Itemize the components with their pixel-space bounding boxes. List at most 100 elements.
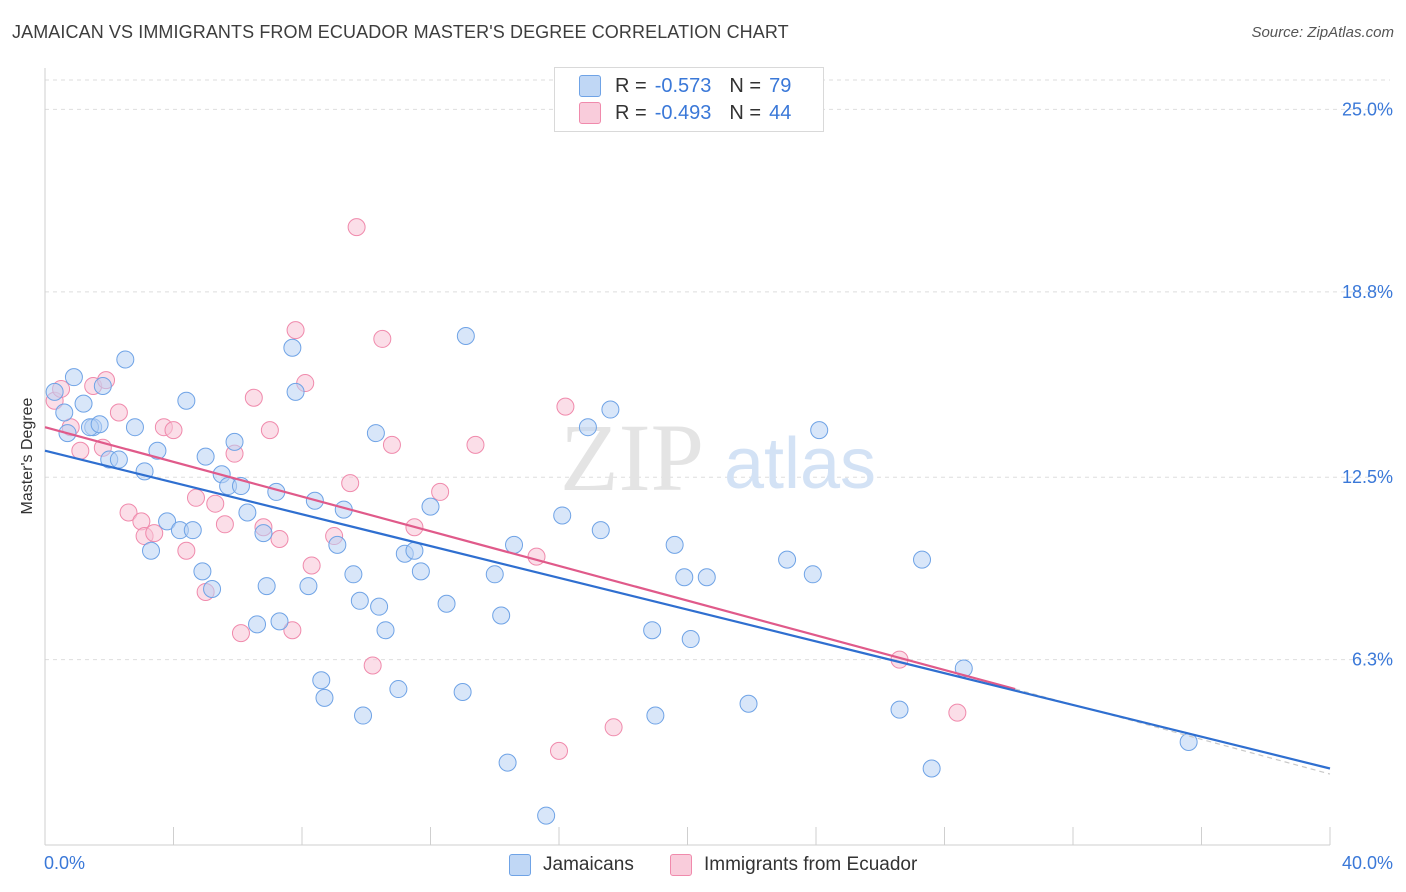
x-tick-label: 40.0% <box>1342 853 1393 873</box>
legend-row-ecuador: R = -0.493 N = 44 <box>579 101 791 125</box>
data-point <box>164 421 183 440</box>
data-point <box>591 521 610 540</box>
trend-line-ecuador <box>44 426 1016 691</box>
data-point <box>421 497 440 516</box>
data-point <box>601 400 620 419</box>
data-point <box>948 703 967 722</box>
data-point <box>74 394 93 413</box>
data-point <box>109 450 128 469</box>
data-point <box>283 621 302 640</box>
data-point <box>697 568 716 587</box>
data-point <box>389 680 408 699</box>
watermark: ZIP atlas <box>560 404 876 511</box>
legend-n-value: 44 <box>769 101 792 124</box>
data-point <box>257 577 276 596</box>
x-tick-label: 0.0% <box>44 853 85 873</box>
data-point <box>196 447 215 466</box>
data-point <box>283 338 302 357</box>
data-point <box>453 683 472 701</box>
data-point <box>206 494 225 513</box>
data-point <box>231 624 250 643</box>
data-point <box>778 550 797 569</box>
data-point <box>556 397 575 416</box>
legend-n-label: N = <box>729 74 762 97</box>
data-point <box>71 441 90 460</box>
data-point <box>148 441 167 460</box>
data-point <box>302 556 321 575</box>
y-tick-label: 25.0% <box>1342 99 1393 119</box>
legend-r-label: R = <box>615 74 647 97</box>
data-point <box>203 580 222 599</box>
data-point <box>244 388 263 407</box>
data-point <box>578 418 597 437</box>
data-point <box>225 432 244 451</box>
y-tick-label: 18.8% <box>1342 282 1393 302</box>
data-point <box>312 671 331 690</box>
data-point <box>270 530 289 548</box>
y-tick-label: 12.5% <box>1342 467 1393 487</box>
data-point <box>492 606 511 625</box>
data-point <box>505 535 524 554</box>
data-point <box>411 562 430 581</box>
data-point <box>55 403 74 422</box>
data-point <box>665 535 684 554</box>
data-point <box>913 550 932 569</box>
data-point <box>177 541 196 560</box>
data-point <box>90 415 109 434</box>
data-point <box>431 482 450 501</box>
data-point <box>437 594 456 613</box>
legend-row-jamaicans: R = -0.573 N = 79 <box>579 74 791 98</box>
source-label: Source: ZipAtlas.com <box>1251 24 1394 41</box>
data-point <box>177 391 196 410</box>
data-point <box>64 368 83 387</box>
grid-lines <box>45 79 1390 661</box>
data-point <box>344 565 363 584</box>
watermark-zip: ZIP <box>560 404 704 511</box>
data-point <box>354 706 373 725</box>
data-point <box>604 718 623 737</box>
legend-r-value: -0.573 <box>654 74 712 97</box>
data-point <box>373 329 392 348</box>
data-point <box>299 577 318 596</box>
data-point <box>142 541 161 560</box>
data-point <box>456 326 475 345</box>
data-point <box>370 597 389 616</box>
data-point <box>382 435 401 454</box>
data-point <box>366 424 385 443</box>
data-point <box>485 565 504 584</box>
data-point <box>347 218 366 237</box>
data-point <box>803 565 822 584</box>
data-point <box>498 753 517 772</box>
data-point <box>376 621 395 640</box>
data-point <box>553 506 572 525</box>
data-point <box>341 474 360 493</box>
trend-line-jamaicans <box>44 449 1331 770</box>
data-point <box>260 421 279 440</box>
data-point <box>922 759 941 778</box>
bottom-legend-swatch-pink <box>670 854 692 876</box>
data-point <box>363 656 382 675</box>
data-point <box>145 524 164 543</box>
data-point <box>119 503 138 522</box>
data-point <box>328 535 347 554</box>
data-point <box>315 688 334 707</box>
chart-title: JAMAICAN VS IMMIGRANTS FROM ECUADOR MAST… <box>12 22 789 42</box>
data-point <box>248 615 267 634</box>
data-point <box>550 741 568 760</box>
data-point <box>675 568 694 587</box>
data-point <box>350 591 369 610</box>
data-point <box>186 488 205 507</box>
data-point <box>286 321 305 340</box>
bottom-legend-label: Immigrants from Ecuador <box>704 854 918 875</box>
data-point <box>254 524 273 543</box>
data-point <box>405 541 424 560</box>
y-tick-label: 6.3% <box>1352 650 1393 670</box>
legend-swatch-blue <box>579 75 601 97</box>
data-point <box>125 418 144 437</box>
y-axis-label: Master's Degree <box>19 397 36 515</box>
data-point <box>537 806 556 825</box>
data-point <box>109 403 128 422</box>
legend-r-label: R = <box>615 101 647 124</box>
data-point <box>890 700 909 719</box>
